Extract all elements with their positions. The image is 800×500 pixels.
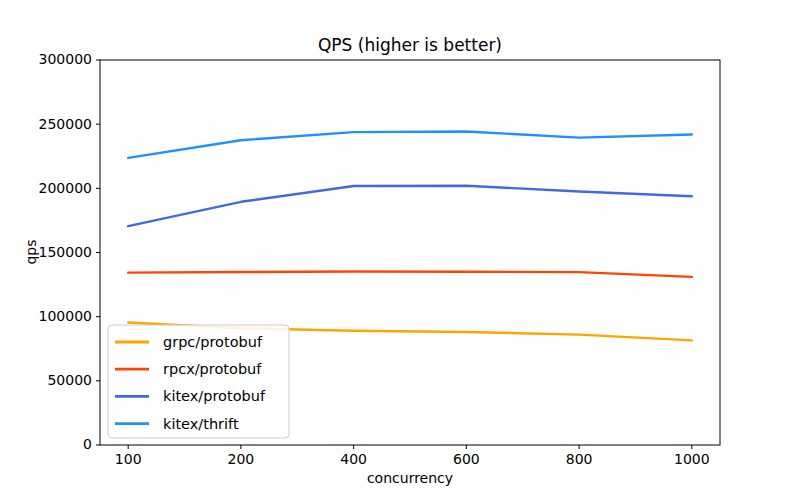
x-tick-label: 400 [340, 451, 367, 467]
x-tick-label: 100 [115, 451, 142, 467]
y-tick-label: 150000 [39, 244, 92, 260]
legend-label: rpcx/protobuf [163, 361, 262, 377]
y-tick-label: 0 [83, 436, 92, 452]
plot-area: 0 50000 100000 150000 200000 250000 300000 100 2… [39, 51, 720, 467]
x-axis-label: concurrency [367, 470, 453, 486]
x-tick-label: 800 [566, 451, 593, 467]
y-tick-label: 250000 [39, 116, 92, 132]
x-tick-label: 600 [453, 451, 480, 467]
legend-label: kitex/thrift [163, 416, 239, 432]
y-tick-label: 200000 [39, 180, 92, 196]
chart-title: QPS (higher is better) [318, 35, 502, 55]
series-line-kitex-protobuf [128, 186, 692, 226]
qps-chart: QPS (higher is better) concurrency qps 0… [0, 0, 800, 500]
series-line-rpcx-protobuf [128, 271, 692, 276]
y-tick-label: 100000 [39, 308, 92, 324]
y-tick-label: 300000 [39, 51, 92, 67]
x-tick-label: 1000 [674, 451, 710, 467]
legend-label: kitex/protobuf [163, 388, 266, 404]
y-tick-label: 50000 [47, 372, 92, 388]
series-line-kitex-thrift [128, 131, 692, 157]
qps-benchmark-figure: QPS (higher is better) concurrency qps 0… [0, 0, 800, 500]
y-axis-label: qps [23, 239, 39, 264]
x-tick-label: 200 [228, 451, 255, 467]
legend-label: grpc/protobuf [163, 334, 263, 350]
